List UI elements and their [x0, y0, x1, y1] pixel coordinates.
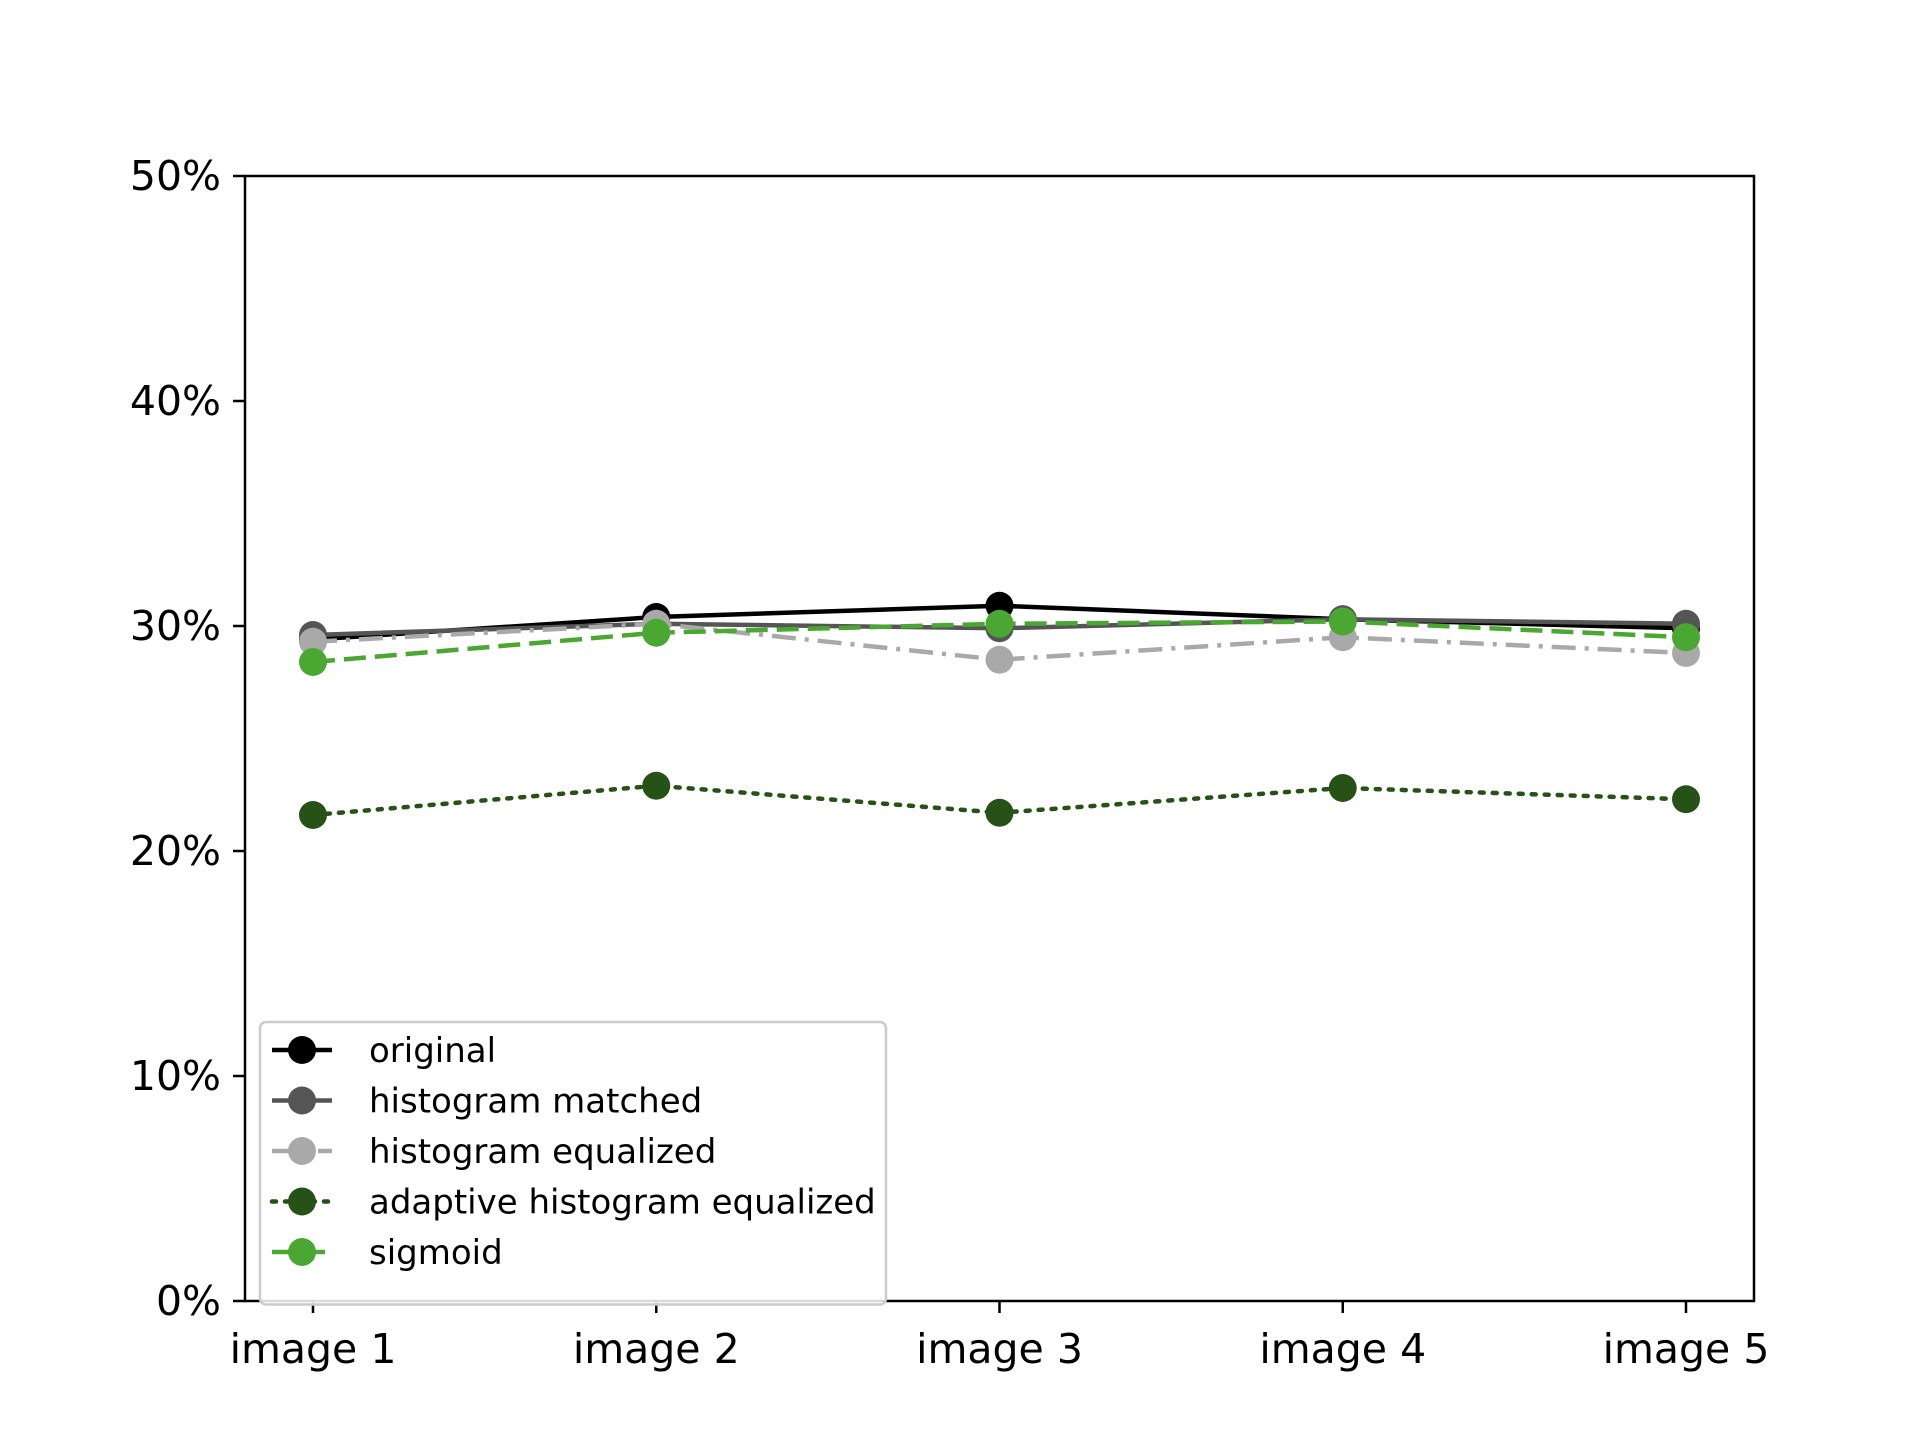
legend-marker-swatch	[288, 1137, 316, 1165]
legend-marker-swatch	[288, 1187, 316, 1216]
series-sigmoid	[299, 607, 1700, 676]
legend-entry: sigmoid	[272, 1233, 503, 1273]
legend-marker-swatch	[288, 1086, 316, 1115]
series-adaptive-histogram-equalized	[299, 771, 1700, 829]
legend-entry: histogram matched	[272, 1082, 702, 1122]
legend-label: original	[369, 1031, 496, 1071]
data-point	[1672, 785, 1700, 814]
legend: original histogram matched histogram equal…	[258, 1020, 888, 1306]
data-point	[642, 618, 671, 647]
series-layer	[299, 591, 1700, 829]
legend-marker-swatch	[288, 1036, 316, 1064]
x-axis: image 1 image 2 image 3 image 4 image 5	[230, 1301, 1770, 1373]
legend-entry: histogram equalized	[272, 1132, 716, 1172]
data-point	[299, 648, 327, 676]
data-point	[1672, 623, 1700, 652]
data-point	[642, 771, 671, 800]
data-point	[1328, 607, 1357, 636]
y-tick-label: 0%	[156, 1277, 221, 1325]
legend-label: histogram matched	[369, 1082, 702, 1122]
legend-marker-swatch	[288, 1238, 316, 1266]
x-tick-label: image 5	[1603, 1325, 1770, 1373]
y-tick-label: 10%	[130, 1052, 221, 1100]
y-tick-label: 40%	[130, 377, 221, 425]
legend-label: adaptive histogram equalized	[369, 1183, 876, 1223]
x-tick-label: image 4	[1259, 1325, 1426, 1373]
x-tick-label: image 3	[916, 1325, 1083, 1373]
data-point	[985, 798, 1014, 827]
data-point	[1328, 774, 1357, 802]
y-tick-label: 50%	[130, 152, 221, 200]
legend-label: sigmoid	[369, 1233, 503, 1273]
legend-entry: original	[272, 1031, 496, 1071]
legend-entry: adaptive histogram equalized	[269, 1183, 876, 1223]
legend-label: histogram equalized	[369, 1132, 716, 1172]
y-axis: 0% 10% 20% 30% 40% 50%	[130, 152, 245, 1325]
data-point	[299, 627, 327, 656]
x-tick-label: image 2	[573, 1325, 740, 1373]
x-tick-label: image 1	[230, 1325, 397, 1373]
y-tick-label: 30%	[130, 602, 221, 650]
y-tick-label: 20%	[130, 827, 221, 875]
data-point	[985, 609, 1014, 638]
legend-box	[258, 1020, 888, 1306]
data-point	[985, 645, 1014, 674]
data-point	[299, 801, 327, 829]
